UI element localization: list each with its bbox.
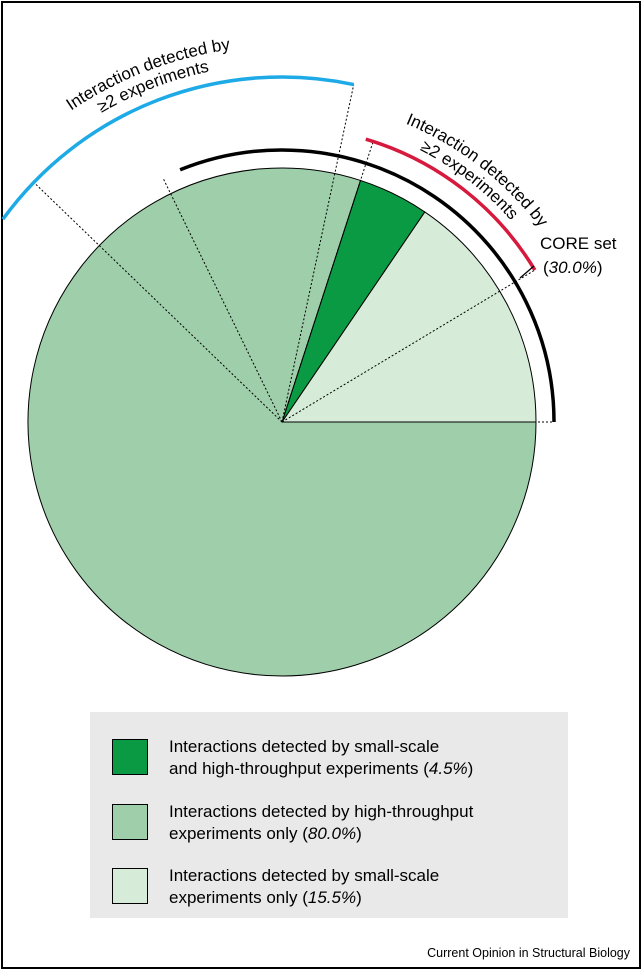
legend-item: Interactions detected by small-scale exp… (112, 865, 439, 909)
legend-swatch-high-throughput (112, 804, 148, 840)
legend-line: and high-throughput experiments (4.5%) (169, 759, 474, 778)
legend-item: Interactions detected by small-scale and… (112, 736, 473, 780)
legend-line: Interactions detected by high-throughput (169, 802, 474, 821)
legend-text: Interactions detected by small-scale and… (169, 736, 473, 780)
core-percent: (30.0%) (543, 258, 603, 277)
credit-text: Current Opinion in Structural Biology (427, 946, 630, 960)
legend-line: Interactions detected by small-scale (169, 737, 440, 756)
guide-lines (33, 84, 554, 423)
guide-line (33, 181, 283, 423)
guide-line (281, 269, 536, 423)
core-leader-line (519, 265, 535, 279)
legend-percent: 15.5% (307, 888, 357, 907)
legend-swatch-both (112, 739, 148, 775)
legend-item: Interactions detected by high-throughput… (112, 801, 473, 845)
legend-percent: 80.0% (307, 824, 357, 843)
legend-text: Interactions detected by high-throughput… (169, 801, 473, 845)
guide-line (162, 177, 283, 423)
slice-small-scale (281, 211, 537, 423)
red-arc (365, 137, 537, 271)
legend-line: experiments only (15.5%) (169, 888, 362, 907)
core-annotation: CORE set (30.0%) (519, 234, 617, 279)
core-arc (179, 148, 556, 423)
legend-percent: 4.5% (428, 759, 468, 778)
pie-slices (27, 167, 537, 677)
annotation-arcs (1, 75, 556, 423)
guide-line (281, 84, 355, 423)
core-label: CORE set (540, 234, 617, 253)
legend-line: experiments only (80.0%) (169, 824, 362, 843)
legend-swatch-small-scale (112, 868, 148, 904)
legend: Interactions detected by small-scale and… (90, 712, 568, 918)
blue-arc (1, 75, 355, 221)
legend-line: Interactions detected by small-scale (169, 866, 440, 885)
legend-text: Interactions detected by small-scale exp… (169, 865, 439, 909)
guide-line (281, 141, 374, 423)
